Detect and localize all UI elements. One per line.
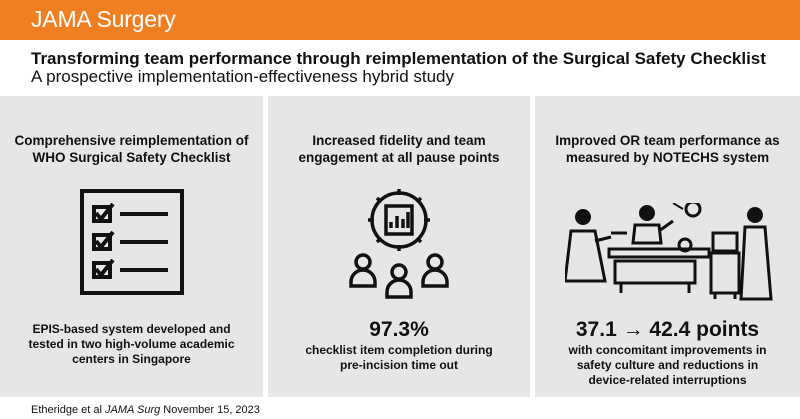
panel-team-performance: Improved OR team performance as measured… — [535, 96, 800, 397]
stat-value: 37.1 → 42.4 points — [575, 318, 760, 341]
panel-heading: Comprehensive reimplementation of WHO Su… — [14, 133, 249, 165]
page-title: Transforming team performance through re… — [31, 49, 766, 68]
panel-heading: Increased fidelity and team engagement a… — [298, 133, 500, 165]
panel-description: checklist item completion during pre-inc… — [305, 343, 493, 372]
citation-footer: Etheridge et al JAMA Surg November 15, 2… — [31, 404, 260, 416]
team-gear-chart-icon — [349, 189, 449, 299]
panel-fidelity: Increased fidelity and team engagement a… — [268, 96, 530, 397]
header-bar: JAMA Surgery — [0, 0, 800, 40]
panel-description: EPIS-based system developed and tested i… — [28, 322, 235, 366]
page-subtitle: A prospective implementation-effectivene… — [31, 67, 455, 86]
stat-value: 97.3% — [369, 318, 429, 341]
panel-heading: Improved OR team performance as measured… — [555, 133, 780, 165]
operating-room-team-icon — [565, 203, 773, 301]
checklist-icon — [80, 189, 184, 295]
panel-reimplementation: Comprehensive reimplementation of WHO Su… — [0, 96, 263, 397]
panel-description: with concomitant improvements in safety … — [568, 343, 767, 387]
journal-brand: JAMA Surgery — [31, 6, 176, 32]
